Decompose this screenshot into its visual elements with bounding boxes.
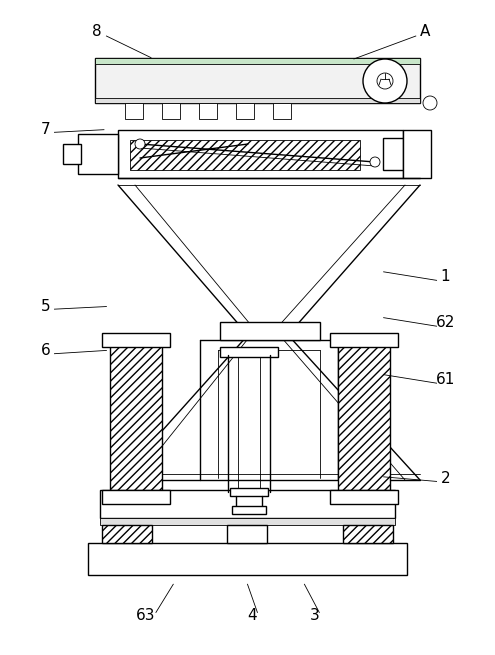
Polygon shape (273, 103, 291, 119)
Polygon shape (227, 525, 267, 543)
Circle shape (363, 59, 407, 103)
Text: 62: 62 (436, 315, 455, 329)
Text: 4: 4 (248, 608, 257, 623)
Text: 63: 63 (136, 608, 156, 623)
Text: 3: 3 (309, 608, 319, 623)
Text: 7: 7 (41, 122, 50, 137)
Polygon shape (95, 58, 420, 103)
Polygon shape (125, 103, 143, 119)
Polygon shape (343, 525, 393, 543)
Polygon shape (330, 333, 398, 347)
Polygon shape (220, 347, 278, 357)
Polygon shape (338, 345, 390, 490)
Text: 1: 1 (441, 269, 450, 284)
Polygon shape (330, 490, 398, 504)
Polygon shape (232, 506, 266, 514)
Text: 6: 6 (41, 343, 50, 358)
Polygon shape (63, 144, 81, 164)
Polygon shape (95, 98, 420, 103)
Text: A: A (420, 24, 430, 39)
Polygon shape (383, 138, 403, 170)
Polygon shape (102, 333, 170, 347)
Text: 8: 8 (92, 24, 101, 39)
Polygon shape (236, 103, 254, 119)
Polygon shape (110, 345, 162, 490)
Circle shape (135, 139, 145, 149)
Polygon shape (199, 103, 217, 119)
Circle shape (423, 96, 437, 110)
Polygon shape (220, 322, 320, 340)
Polygon shape (118, 130, 403, 178)
Polygon shape (162, 103, 180, 119)
Polygon shape (403, 130, 431, 178)
Circle shape (370, 157, 380, 167)
Polygon shape (88, 543, 407, 575)
Polygon shape (95, 58, 420, 64)
Text: 61: 61 (436, 373, 455, 387)
Polygon shape (102, 490, 170, 504)
Polygon shape (102, 525, 152, 543)
Polygon shape (78, 134, 118, 174)
Polygon shape (100, 518, 395, 525)
Text: 5: 5 (41, 299, 50, 314)
Circle shape (377, 73, 393, 89)
Polygon shape (230, 488, 268, 496)
Text: 2: 2 (441, 471, 450, 485)
Polygon shape (100, 490, 395, 518)
Polygon shape (130, 140, 360, 170)
